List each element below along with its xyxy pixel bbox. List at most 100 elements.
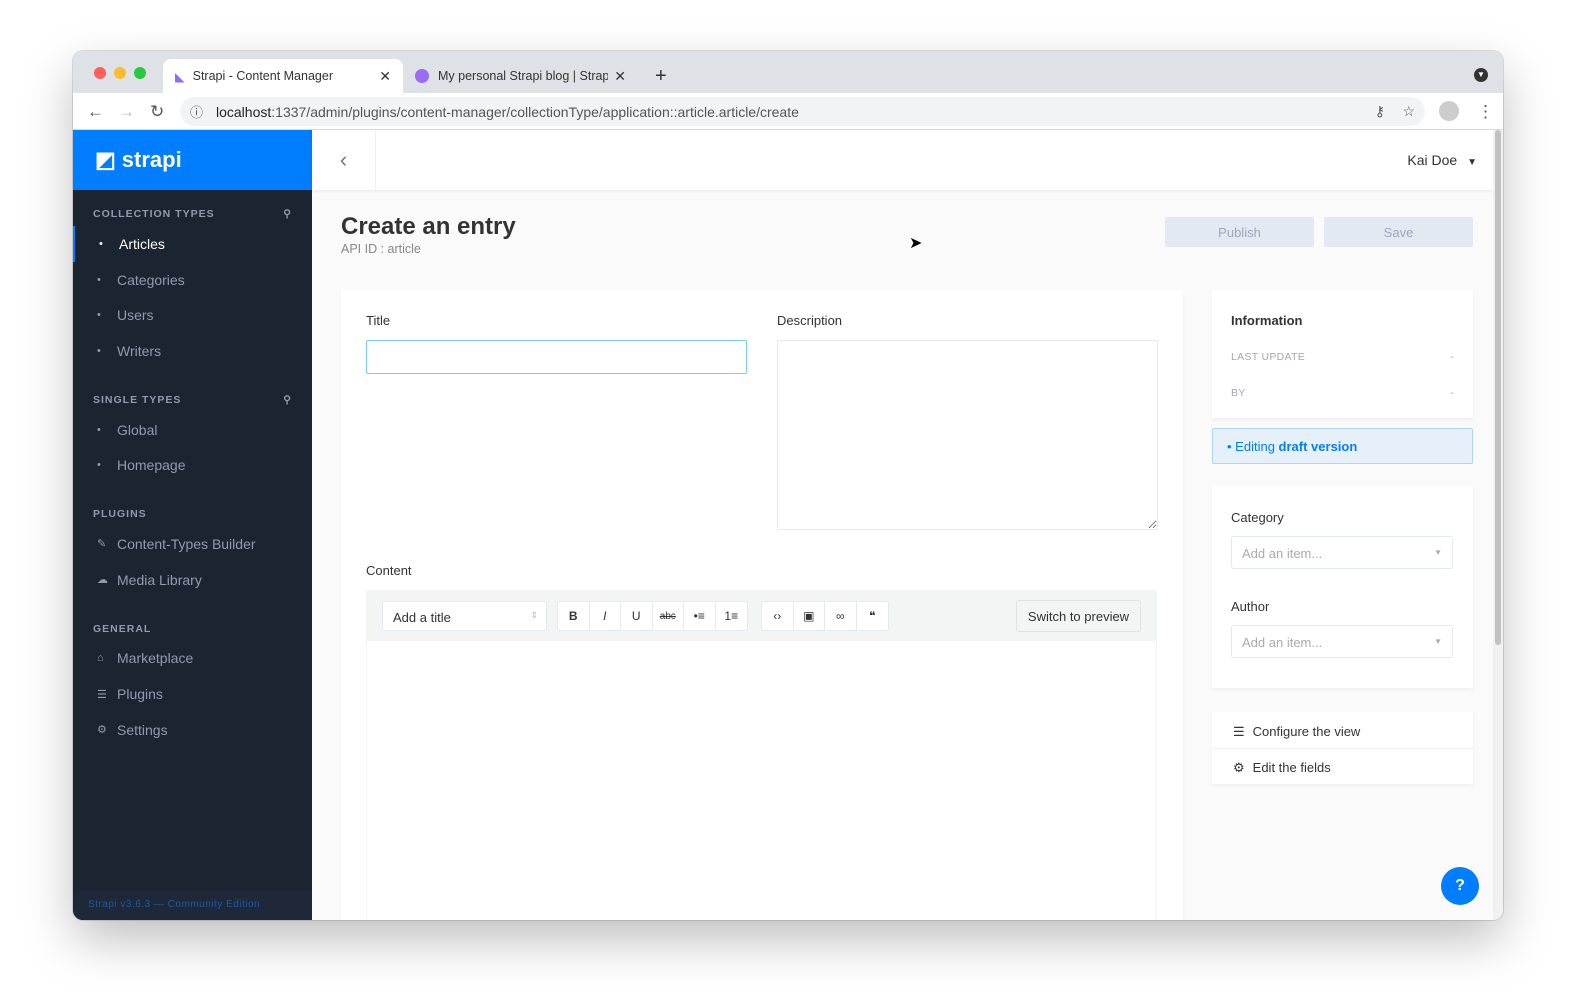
image-button[interactable]: ▣ xyxy=(794,602,825,630)
title-input[interactable] xyxy=(366,340,747,374)
top-header: ‹ Kai Doe ▼ xyxy=(312,130,1493,190)
new-tab-button[interactable]: + xyxy=(655,64,667,87)
sidebar-item-writers[interactable]: • Writers xyxy=(97,342,162,359)
content-editor[interactable]: Add a title ⇕ B I U abc •≡ 1≡ ‹› ▣ ∞ ❝ Sw… xyxy=(366,590,1157,920)
back-chevron-icon[interactable]: ‹ xyxy=(312,130,376,190)
switch-to-preview-button[interactable]: Switch to preview xyxy=(1016,600,1141,632)
sidebar-item-categories[interactable]: • Categories xyxy=(97,271,185,288)
quote-button[interactable]: ❝ xyxy=(869,609,876,623)
description-textarea[interactable] xyxy=(777,340,1158,530)
information-title: Information xyxy=(1231,313,1303,328)
key-icon[interactable]: ⚷ xyxy=(1374,103,1385,119)
sidebar-item-settings[interactable]: ⚙ Settings xyxy=(97,721,168,738)
minimize-window-button[interactable] xyxy=(114,67,126,79)
browser-window: ◣ Strapi - Content Manager ✕ My personal S… xyxy=(73,51,1503,920)
strapi-logo[interactable]: ◩ strapi xyxy=(73,130,312,190)
relations-card: Category Add an item... ▼ Author Add an i… xyxy=(1212,486,1473,688)
edit-fields-link[interactable]: ⚙ Edit the fields xyxy=(1233,760,1331,775)
mouse-cursor-icon: ➤ xyxy=(909,235,923,252)
configure-view-link[interactable]: ☰ Configure the view xyxy=(1233,724,1361,739)
info-icon: ⓘ xyxy=(190,105,204,120)
help-button[interactable]: ? xyxy=(1441,867,1479,905)
sidebar-item-homepage[interactable]: • Homepage xyxy=(97,457,186,474)
title-label: Title xyxy=(366,313,391,328)
basket-icon: ⌂ xyxy=(97,652,104,665)
page-title: Create an entry xyxy=(341,213,516,240)
gear-icon: ⚙ xyxy=(1233,760,1245,775)
profile-icon[interactable] xyxy=(1439,101,1459,121)
caret-down-icon: ▼ xyxy=(1434,637,1442,646)
strikethrough-button[interactable]: abc xyxy=(653,602,684,630)
sidebar-item-users[interactable]: • Users xyxy=(97,307,154,324)
bullet-list-button[interactable]: •≡ xyxy=(684,602,716,630)
back-icon[interactable]: ← xyxy=(87,102,104,121)
tab-bar: ◣ Strapi - Content Manager ✕ My personal S… xyxy=(73,51,1503,93)
scrollbar[interactable] xyxy=(1493,130,1503,920)
close-tab-icon[interactable]: ✕ xyxy=(379,67,391,84)
strapi-logo-icon: ◩ xyxy=(95,147,116,172)
editor-toolbar: Add a title ⇕ B I U abc •≡ 1≡ ‹› ▣ ∞ ❝ Sw… xyxy=(367,591,1156,641)
category-select[interactable]: Add an item... ▼ xyxy=(1231,536,1453,569)
updown-icon: ⇕ xyxy=(530,610,538,620)
forward-icon[interactable]: → xyxy=(118,102,135,121)
tab-strapi-content-manager[interactable]: ◣ Strapi - Content Manager ✕ xyxy=(163,59,403,93)
address-bar-row: ← → ↻ ⓘ localhost:1337/admin/plugins/cont… xyxy=(73,93,1503,130)
close-tab-icon[interactable]: ✕ xyxy=(614,67,626,84)
sidebar-item-media-library[interactable]: ☁ Media Library xyxy=(97,571,202,588)
strapi-favicon-icon: ◣ xyxy=(175,69,185,84)
description-label: Description xyxy=(777,313,843,328)
last-update-value: - xyxy=(1450,351,1454,363)
caret-down-icon: ▼ xyxy=(1434,548,1442,557)
blog-favicon-icon xyxy=(415,69,429,83)
underline-button[interactable]: U xyxy=(621,602,653,630)
star-icon[interactable]: ☆ xyxy=(1402,103,1415,119)
section-general: GENERAL xyxy=(93,622,152,635)
caret-down-icon: ▼ xyxy=(1467,157,1477,168)
maximize-window-button[interactable] xyxy=(134,67,146,79)
version-footer: Strapi v3.6.3 — Community Edition xyxy=(73,890,312,920)
content-label: Content xyxy=(366,563,412,578)
by-label: BY xyxy=(1231,387,1246,399)
code-button[interactable]: ‹› xyxy=(762,602,794,630)
view-links-card: ☰ Configure the view ⚙ Edit the fields xyxy=(1212,712,1473,784)
close-window-button[interactable] xyxy=(94,67,106,79)
heading-select[interactable]: Add a title ⇕ xyxy=(382,601,547,631)
tab-blog[interactable]: My personal Strapi blog | Strap ✕ xyxy=(403,59,638,93)
layout-icon: ☰ xyxy=(1233,724,1245,739)
tab-search-icon[interactable]: ▼ xyxy=(1474,68,1488,82)
last-update-label: LAST UPDATE xyxy=(1231,351,1306,363)
publish-button[interactable]: Publish xyxy=(1165,217,1314,247)
search-icon[interactable]: ⚲ xyxy=(283,393,292,406)
link-button[interactable]: ∞ xyxy=(825,602,857,630)
sidebar-item-global[interactable]: • Global xyxy=(97,421,158,438)
author-select[interactable]: Add an item... ▼ xyxy=(1231,625,1453,658)
brush-icon: ✎ xyxy=(97,538,107,551)
section-collection-types: COLLECTION TYPES ⚲ xyxy=(93,208,292,220)
user-menu[interactable]: Kai Doe ▼ xyxy=(1407,152,1477,168)
sidebar-item-marketplace[interactable]: ⌂ Marketplace xyxy=(97,650,194,667)
author-label: Author xyxy=(1231,599,1270,614)
api-id: API ID : article xyxy=(341,242,421,256)
by-value: - xyxy=(1450,387,1454,399)
save-button[interactable]: Save xyxy=(1324,217,1473,247)
reload-icon[interactable]: ↻ xyxy=(150,102,165,121)
search-icon[interactable]: ⚲ xyxy=(283,208,292,220)
edit-form-card: Title Description Content Add a title ⇕ B… xyxy=(341,290,1183,920)
menu-icon[interactable]: ⋮ xyxy=(1477,102,1494,121)
category-label: Category xyxy=(1231,510,1284,525)
numbered-list-button[interactable]: 1≡ xyxy=(724,609,739,623)
draft-status-badge: • Editing draft version xyxy=(1212,428,1473,464)
cloud-icon: ☁ xyxy=(97,574,108,587)
information-card: Information LAST UPDATE - BY - xyxy=(1212,290,1473,418)
section-single-types: SINGLE TYPES ⚲ xyxy=(93,393,292,406)
gear-icon: ⚙ xyxy=(97,724,107,737)
sidebar-item-content-types-builder[interactable]: ✎ Content-Types Builder xyxy=(97,535,256,552)
bold-button[interactable]: B xyxy=(558,602,590,630)
sidebar: ◩ strapi COLLECTION TYPES ⚲ • Articles • Cat… xyxy=(73,130,312,920)
sidebar-item-articles[interactable]: • Articles xyxy=(73,226,312,262)
italic-button[interactable]: I xyxy=(590,602,621,630)
list-icon: ☰ xyxy=(97,688,107,701)
section-plugins: PLUGINS xyxy=(93,508,147,521)
sidebar-item-plugins[interactable]: ☰ Plugins xyxy=(97,686,163,703)
url-field[interactable]: ⓘ localhost:1337/admin/plugins/content-ma… xyxy=(180,97,1425,126)
